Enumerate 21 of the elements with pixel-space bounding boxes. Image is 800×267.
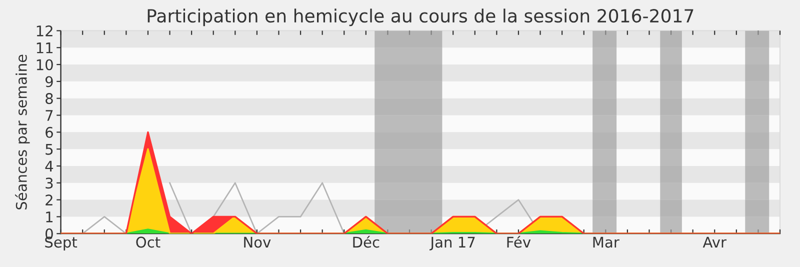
- y-tick-label: 4: [45, 160, 54, 172]
- x-tick-label: Oct: [136, 236, 160, 248]
- x-tick-label: Avr: [702, 236, 726, 248]
- x-tick-label: Jan 17: [430, 236, 475, 250]
- y-tick-label: 7: [46, 110, 53, 121]
- x-tick-label: Déc: [353, 236, 380, 248]
- y-axis-title: Séances par semaine: [15, 54, 30, 210]
- y-tick-label: 6: [46, 126, 53, 138]
- y-tick-label: 10: [36, 59, 53, 70]
- x-tick-label: Fév: [507, 236, 531, 248]
- y-tick-label: 12: [36, 25, 52, 36]
- x-tick-label: Nov: [244, 236, 271, 248]
- y-tick-label: 8: [46, 93, 53, 104]
- chart-title: Participation en hemicycle au cours de la session 2016-2017: [148, 8, 694, 26]
- y-tick-label: 2: [46, 194, 52, 206]
- y-tick-label: 11: [36, 42, 53, 54]
- y-tick-label: 9: [45, 76, 53, 88]
- y-tick-label: 5: [46, 144, 53, 155]
- x-tick-label: Mar: [593, 236, 620, 248]
- y-tick-label: 3: [46, 178, 53, 189]
- y-tick-label: 1: [46, 212, 53, 222]
